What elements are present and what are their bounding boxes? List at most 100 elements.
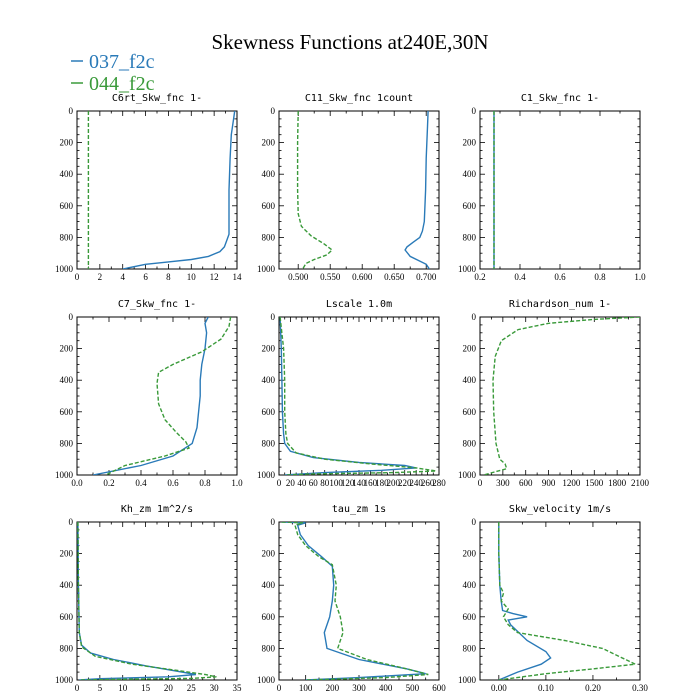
x-tick-label: 200 (387, 478, 401, 488)
y-tick-label: 200 (463, 138, 477, 148)
y-tick-label: 0 (472, 106, 477, 116)
panel-title: tau_zm 1s (332, 504, 386, 515)
x-tick-label: 0.6 (167, 478, 179, 488)
legend-label-037: 037_f2c (89, 51, 155, 73)
y-tick-label: 600 (60, 407, 74, 417)
y-tick-label: 0 (69, 106, 74, 116)
x-tick-label: 0.700 (416, 272, 437, 282)
y-tick-label: 800 (60, 232, 74, 242)
x-tick-label: 0 (277, 478, 282, 488)
x-tick-label: 140 (352, 478, 366, 488)
x-tick-label: 0 (478, 478, 483, 488)
x-tick-label: 80 (320, 478, 330, 488)
plot-frame (76, 110, 238, 270)
y-tick-label: 800 (262, 438, 276, 448)
y-tick-label: 0 (472, 517, 477, 527)
series-line-044_f2c (105, 317, 232, 475)
series-line-037_f2c (281, 522, 426, 680)
y-tick-label: 1000 (257, 675, 276, 685)
x-tick-label: 1.0 (231, 478, 243, 488)
x-tick-label: 120 (341, 478, 355, 488)
x-tick-label: 1500 (585, 478, 604, 488)
panel-title: C1_Skw_fnc 1- (521, 93, 599, 104)
x-tick-label: 0.8 (594, 272, 606, 282)
y-tick-label: 800 (60, 643, 74, 653)
x-tick-label: 600 (432, 683, 446, 693)
y-tick-label: 600 (60, 201, 74, 211)
series-line-037_f2c (404, 111, 430, 269)
y-tick-label: 600 (60, 612, 74, 622)
y-tick-label: 400 (463, 169, 477, 179)
legend: 037_f2c 044_f2c (71, 51, 155, 95)
x-tick-label: 20 (286, 478, 296, 488)
y-tick-label: 1000 (458, 264, 477, 274)
x-tick-label: 0.8 (199, 478, 211, 488)
x-tick-label: 200 (326, 683, 340, 693)
y-tick-label: 200 (262, 344, 276, 354)
x-tick-label: 25 (187, 683, 197, 693)
y-tick-label: 200 (60, 549, 74, 559)
y-tick-label: 800 (262, 643, 276, 653)
legend-label-044: 044_f2c (89, 73, 155, 95)
y-tick-label: 600 (463, 612, 477, 622)
y-tick-label: 400 (262, 580, 276, 590)
x-tick-label: 0.550 (320, 272, 341, 282)
y-tick-label: 1000 (257, 264, 276, 274)
x-tick-label: 0 (75, 272, 80, 282)
panel-title: Skw_velocity 1m/s (509, 504, 611, 515)
x-tick-label: 500 (406, 683, 420, 693)
x-tick-label: 1.0 (634, 272, 646, 282)
y-tick-label: 600 (463, 407, 477, 417)
y-tick-label: 800 (60, 438, 74, 448)
y-tick-label: 200 (463, 344, 477, 354)
x-tick-label: 1800 (608, 478, 627, 488)
y-tick-label: 400 (60, 375, 74, 385)
x-tick-label: 6 (143, 272, 148, 282)
y-tick-label: 0 (69, 517, 74, 527)
x-tick-label: 0 (75, 683, 80, 693)
panel-title: Kh_zm 1m^2/s (121, 504, 193, 515)
x-tick-label: 0.600 (352, 272, 373, 282)
x-tick-label: 2 (98, 272, 103, 282)
x-tick-label: 220 (398, 478, 412, 488)
x-tick-label: 0.20 (585, 683, 601, 693)
x-tick-label: 100 (329, 478, 343, 488)
x-tick-label: 0.2 (474, 272, 485, 282)
y-tick-label: 200 (262, 549, 276, 559)
y-tick-label: 1000 (55, 470, 74, 480)
x-tick-label: 1200 (562, 478, 581, 488)
plot-frame (76, 316, 238, 476)
y-tick-label: 400 (262, 375, 276, 385)
series-line-044_f2c (483, 317, 640, 475)
x-tick-label: 5 (98, 683, 103, 693)
figure-title: Skewness Functions at240E,30N (211, 30, 488, 54)
x-tick-label: 0.0 (71, 478, 83, 488)
y-tick-label: 1000 (257, 470, 276, 480)
x-tick-label: 600 (519, 478, 533, 488)
y-tick-label: 800 (262, 232, 276, 242)
series-line-044_f2c (296, 111, 334, 269)
x-tick-label: 8 (166, 272, 171, 282)
y-tick-label: 1000 (55, 264, 74, 274)
y-tick-label: 400 (60, 580, 74, 590)
y-tick-label: 600 (262, 201, 276, 211)
x-tick-label: 2100 (631, 478, 650, 488)
x-tick-label: 240 (409, 478, 423, 488)
panel-title: C7_Skw_fnc 1- (118, 299, 196, 310)
y-tick-label: 1000 (458, 470, 477, 480)
y-tick-label: 800 (463, 438, 477, 448)
plot-frame (278, 316, 440, 476)
y-tick-label: 800 (463, 643, 477, 653)
series-line-044_f2c (279, 317, 437, 475)
x-tick-label: 0.4 (135, 478, 147, 488)
x-tick-label: 0.500 (288, 272, 309, 282)
plot-frame (479, 521, 641, 681)
panel-title: Lscale 1.0m (326, 299, 392, 310)
